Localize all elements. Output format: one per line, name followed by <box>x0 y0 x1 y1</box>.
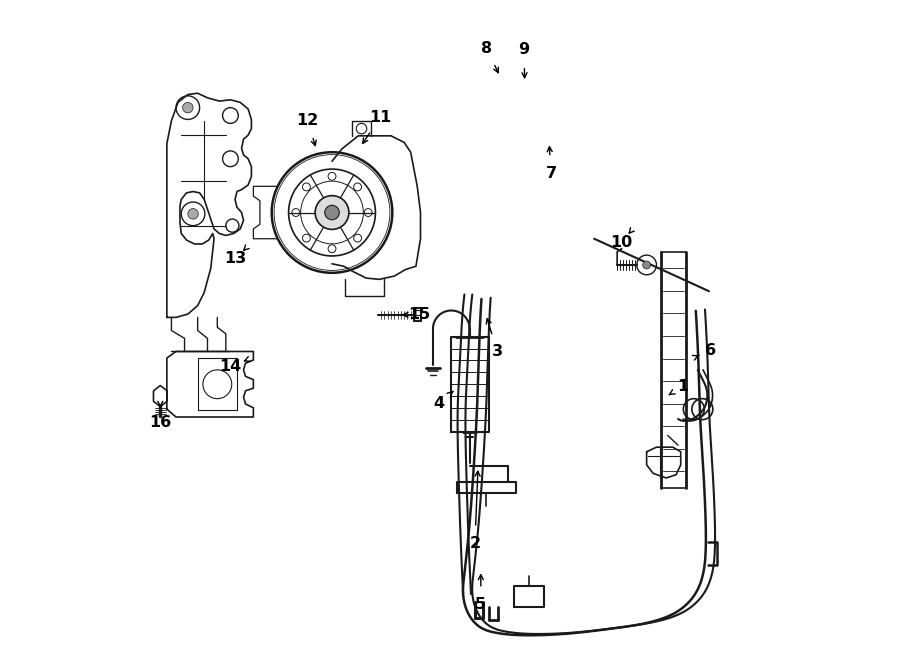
Text: 11: 11 <box>369 110 391 125</box>
Text: 14: 14 <box>220 359 241 374</box>
Text: 16: 16 <box>149 414 171 430</box>
Text: 13: 13 <box>224 251 247 266</box>
Text: 6: 6 <box>706 342 716 358</box>
Text: 9: 9 <box>518 42 529 58</box>
Circle shape <box>188 209 198 219</box>
Text: 12: 12 <box>297 113 319 128</box>
Circle shape <box>315 196 349 229</box>
Text: 3: 3 <box>491 344 503 359</box>
Text: 15: 15 <box>408 307 430 323</box>
Circle shape <box>325 206 339 219</box>
Text: 10: 10 <box>610 235 633 249</box>
Text: 1: 1 <box>677 379 688 394</box>
Text: 5: 5 <box>475 597 486 612</box>
Text: 7: 7 <box>545 166 556 180</box>
Text: 8: 8 <box>482 41 492 56</box>
Text: 2: 2 <box>469 536 481 551</box>
Circle shape <box>183 102 194 113</box>
Circle shape <box>643 261 651 269</box>
Text: 4: 4 <box>433 397 445 411</box>
